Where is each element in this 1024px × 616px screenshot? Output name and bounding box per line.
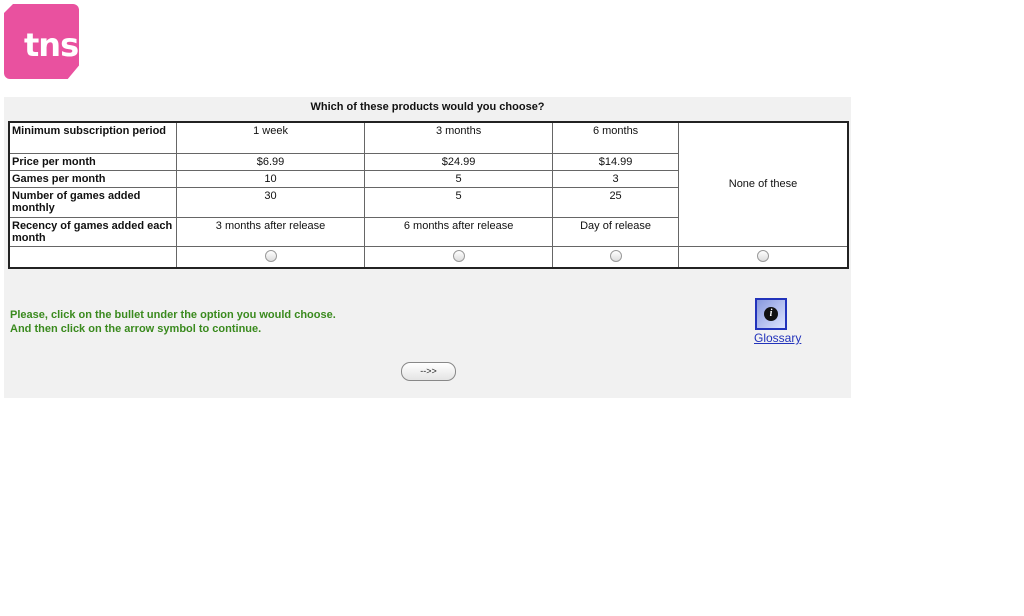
instruction-line: And then click on the arrow symbol to co… <box>10 323 262 335</box>
cell <box>175 245 366 268</box>
table-row: Recency of games added each month 3 mont… <box>8 216 848 247</box>
none-of-these-cell: None of these <box>678 121 849 247</box>
survey-panel: Which of these products would you choose… <box>4 97 851 398</box>
instruction-line: Please, click on the bullet under the op… <box>10 309 336 321</box>
cell: 10 <box>175 169 366 188</box>
radio-row <box>8 245 849 268</box>
table-row: Minimum subscription period 1 week 3 mon… <box>8 121 849 247</box>
empty-cell <box>8 245 177 268</box>
instructions: Please, click on the bullet under the op… <box>10 308 336 336</box>
row-label: Recency of games added each month <box>8 216 177 247</box>
option-2-radio[interactable] <box>452 249 465 262</box>
option-1-radio[interactable] <box>264 249 277 262</box>
cell: 3 months after release <box>175 216 366 247</box>
option-3-radio[interactable] <box>609 249 622 262</box>
row-label: Minimum subscription period <box>8 121 177 154</box>
none-of-these-radio[interactable] <box>757 249 769 262</box>
cell: $6.99 <box>175 152 366 171</box>
next-button[interactable]: -->> <box>401 362 456 381</box>
cell: $24.99 <box>364 152 554 171</box>
row-label: Games per month <box>8 169 177 188</box>
cell <box>678 245 849 268</box>
choice-table: Minimum subscription period 1 week 3 mon… <box>8 121 849 269</box>
tns-logo: tns <box>4 4 79 79</box>
cell <box>552 245 679 268</box>
row-label: Number of games added monthly <box>8 186 177 218</box>
row-label: Price per month <box>8 152 177 171</box>
table-row: Number of games added monthly 30 5 25 <box>8 186 848 218</box>
cell: 5 <box>364 169 554 188</box>
cell: Day of release <box>552 216 679 247</box>
cell: 6 months <box>552 121 679 154</box>
cell: 30 <box>175 186 366 218</box>
cell: $14.99 <box>552 152 679 171</box>
cell: 3 months <box>364 121 554 154</box>
info-icon[interactable]: i <box>755 298 787 330</box>
glossary-link[interactable]: Glossary <box>754 331 802 345</box>
question-title: Which of these products would you choose… <box>310 101 545 113</box>
cell: 3 <box>552 169 679 188</box>
cell <box>364 245 554 268</box>
cell: 5 <box>364 186 554 218</box>
cell: 6 months after release <box>364 216 554 247</box>
cell: 25 <box>552 186 679 218</box>
cell: 1 week <box>175 121 366 154</box>
